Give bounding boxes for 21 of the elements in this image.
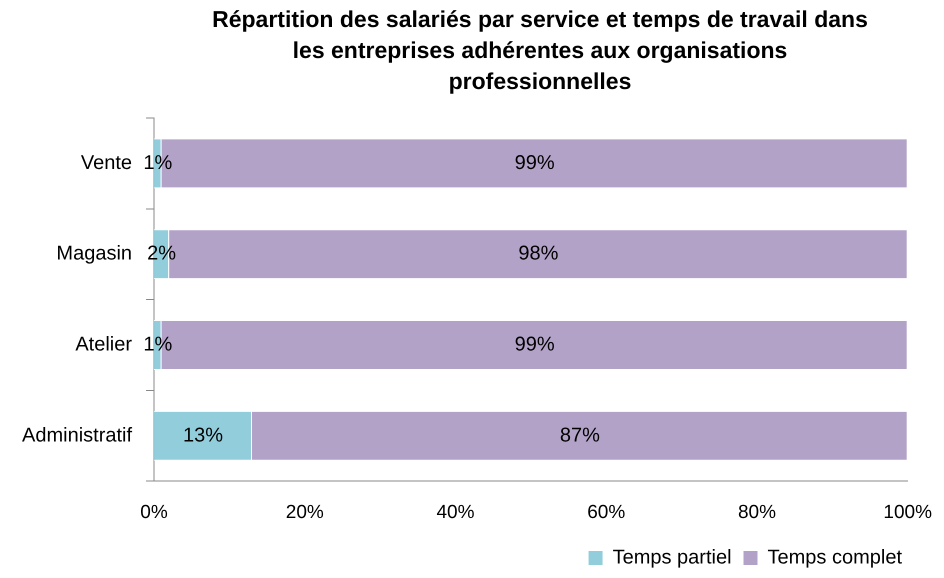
legend-label: Temps partiel [612, 546, 732, 569]
legend-label: Temps complet [768, 546, 902, 569]
x-tick-label: 20% [286, 502, 324, 523]
y-tick-label: Administratif [22, 424, 132, 446]
y-tick-label: Vente [80, 152, 132, 174]
data-label: 13% [183, 424, 224, 446]
x-tick-label: 100% [883, 502, 932, 523]
chart-title: Répartition des salariés par service et temps de travail dans les entreprises adhérentes aux organisations professionnelles [211, 5, 869, 96]
data-label: 99% [514, 334, 555, 356]
x-tick-label: 80% [738, 502, 776, 523]
y-tick-label: Magasin [56, 242, 132, 265]
x-tick-label: 60% [587, 502, 626, 523]
data-label: 87% [560, 424, 600, 446]
data-label: 1% [143, 152, 172, 174]
x-tick-label: 0% [140, 502, 168, 523]
data-label: 2% [147, 242, 176, 265]
data-label: 99% [514, 152, 555, 174]
data-label: 1% [143, 334, 172, 356]
data-label: 98% [518, 242, 559, 265]
y-tick-label: Atelier [75, 334, 132, 356]
x-tick-label: 40% [436, 502, 475, 523]
